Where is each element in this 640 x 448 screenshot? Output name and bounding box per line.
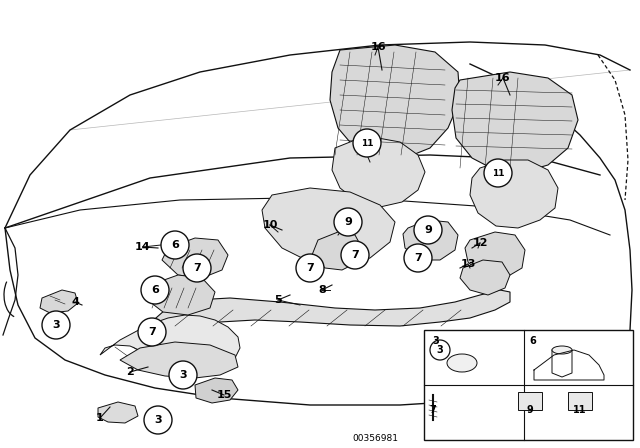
Text: 9: 9: [527, 405, 533, 415]
Text: 1: 1: [96, 413, 104, 423]
Circle shape: [353, 129, 381, 157]
Text: 2: 2: [126, 367, 134, 377]
Polygon shape: [98, 402, 138, 423]
Text: 3: 3: [432, 336, 439, 346]
Polygon shape: [40, 290, 78, 313]
Text: 10: 10: [262, 220, 278, 230]
Polygon shape: [100, 315, 240, 370]
Circle shape: [141, 276, 169, 304]
Text: 12: 12: [472, 238, 488, 248]
Ellipse shape: [552, 346, 572, 354]
Text: 16: 16: [495, 73, 511, 83]
Text: 3: 3: [154, 415, 162, 425]
Text: 7: 7: [306, 263, 314, 273]
Text: 3: 3: [52, 320, 60, 330]
Polygon shape: [452, 72, 578, 173]
Polygon shape: [148, 290, 510, 340]
Circle shape: [414, 216, 442, 244]
Polygon shape: [465, 232, 525, 278]
Circle shape: [144, 406, 172, 434]
Polygon shape: [330, 45, 460, 158]
Polygon shape: [262, 188, 395, 265]
Text: 7: 7: [414, 253, 422, 263]
Polygon shape: [460, 260, 510, 295]
Circle shape: [404, 244, 432, 272]
Circle shape: [138, 318, 166, 346]
Text: 7: 7: [148, 327, 156, 337]
Text: 14: 14: [135, 242, 151, 252]
Text: 4: 4: [71, 297, 79, 307]
Text: 16: 16: [370, 42, 386, 52]
Circle shape: [334, 208, 362, 236]
Circle shape: [42, 311, 70, 339]
Text: 11: 11: [361, 138, 373, 147]
Text: 6: 6: [171, 240, 179, 250]
Text: 8: 8: [318, 285, 326, 295]
Text: 13: 13: [460, 259, 476, 269]
Text: 11: 11: [492, 168, 504, 177]
Text: 9: 9: [344, 217, 352, 227]
Circle shape: [183, 254, 211, 282]
Polygon shape: [162, 238, 228, 278]
Text: 7: 7: [351, 250, 359, 260]
Polygon shape: [470, 160, 558, 228]
Text: 15: 15: [216, 390, 232, 400]
Polygon shape: [195, 378, 238, 403]
Bar: [518, 392, 542, 410]
Polygon shape: [145, 275, 215, 315]
Circle shape: [169, 361, 197, 389]
Polygon shape: [403, 220, 458, 260]
Ellipse shape: [447, 354, 477, 372]
Text: 3: 3: [179, 370, 187, 380]
Text: 7: 7: [193, 263, 201, 273]
Polygon shape: [120, 342, 238, 378]
Text: 9: 9: [424, 225, 432, 235]
Circle shape: [484, 159, 512, 187]
Text: 5: 5: [274, 295, 282, 305]
Circle shape: [296, 254, 324, 282]
Polygon shape: [332, 138, 425, 207]
Text: 7: 7: [429, 405, 436, 415]
Polygon shape: [312, 232, 362, 270]
Text: 6: 6: [151, 285, 159, 295]
Text: 00356981: 00356981: [352, 434, 398, 443]
Text: 11: 11: [573, 405, 587, 415]
Bar: [568, 392, 592, 410]
Bar: [424, 330, 633, 440]
Text: 6: 6: [529, 336, 536, 346]
Text: 3: 3: [436, 345, 444, 355]
Circle shape: [430, 340, 450, 360]
Circle shape: [341, 241, 369, 269]
Circle shape: [161, 231, 189, 259]
